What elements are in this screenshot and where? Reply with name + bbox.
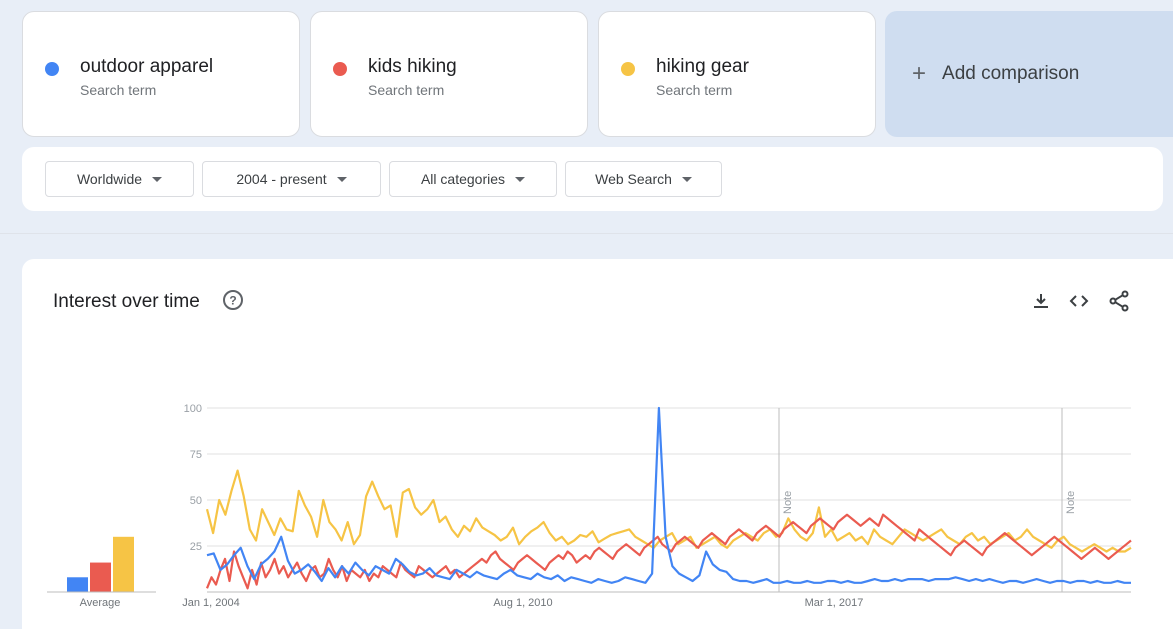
term-name[interactable]: kids hiking — [368, 56, 457, 77]
term-type-label: Search term — [368, 82, 445, 98]
y-tick-label: 25 — [190, 541, 202, 553]
share-icon[interactable] — [1107, 289, 1131, 313]
interest-over-time-panel: Interest over time ? — [22, 259, 1173, 629]
caret-down-icon — [152, 176, 163, 182]
average-bar — [113, 536, 134, 592]
time-range-value: 2004 - present — [236, 171, 327, 187]
average-label: Average — [80, 597, 121, 609]
term-type-label: Search term — [80, 82, 157, 98]
chart-gridlines: 100 75 50 25 Jan 1, 2004 Aug 1, 2010 Mar 1, 20… — [182, 403, 1131, 609]
y-tick-label: 75 — [190, 449, 202, 461]
average-bar — [67, 577, 88, 592]
chart-series-lines — [205, 406, 1132, 590]
series-color-dot — [45, 62, 59, 76]
caret-down-icon — [681, 176, 692, 182]
x-tick-label: Jan 1, 2004 — [182, 597, 240, 609]
average-bar — [90, 562, 111, 592]
term-card-1[interactable]: outdoor apparel Search term — [22, 11, 300, 137]
y-tick-label: 50 — [190, 495, 202, 507]
term-card-3[interactable]: hiking gear Search term — [598, 11, 876, 137]
add-comparison-label: Add comparison — [942, 63, 1080, 84]
average-bar-chart: Average — [47, 536, 156, 609]
time-range-dropdown[interactable]: 2004 - present — [202, 161, 381, 197]
note-label: Note — [1065, 491, 1077, 514]
category-value: All categories — [420, 171, 506, 187]
caret-down-icon — [336, 176, 347, 182]
help-icon[interactable]: ? — [222, 289, 244, 311]
region-value: Worldwide — [76, 171, 143, 187]
note-label: Note — [782, 491, 794, 514]
x-tick-label: Mar 1, 2017 — [805, 597, 864, 609]
series-color-dot — [621, 62, 635, 76]
filter-bar: Worldwide 2004 - present All categories … — [22, 147, 1163, 211]
x-tick-label: Aug 1, 2010 — [493, 597, 552, 609]
caret-down-icon — [515, 176, 526, 182]
svg-text:?: ? — [229, 294, 236, 308]
series-color-dot — [333, 62, 347, 76]
series-line-outdoor-apparel — [206, 406, 1131, 584]
section-divider — [0, 233, 1173, 234]
series-line-hiking-gear — [205, 469, 1132, 553]
region-dropdown[interactable]: Worldwide — [45, 161, 194, 197]
panel-title: Interest over time — [53, 291, 200, 312]
term-type-label: Search term — [656, 82, 733, 98]
y-tick-label: 100 — [184, 403, 202, 415]
category-dropdown[interactable]: All categories — [389, 161, 557, 197]
term-card-2[interactable]: kids hiking Search term — [310, 11, 588, 137]
search-property-dropdown[interactable]: Web Search — [565, 161, 722, 197]
term-name[interactable]: hiking gear — [656, 56, 749, 77]
term-name[interactable]: outdoor apparel — [80, 56, 214, 77]
plus-icon: + — [912, 60, 927, 87]
download-icon[interactable] — [1029, 289, 1053, 313]
search-property-value: Web Search — [595, 171, 672, 187]
embed-icon[interactable] — [1067, 289, 1091, 313]
add-comparison-button[interactable]: + Add comparison — [885, 11, 1173, 137]
